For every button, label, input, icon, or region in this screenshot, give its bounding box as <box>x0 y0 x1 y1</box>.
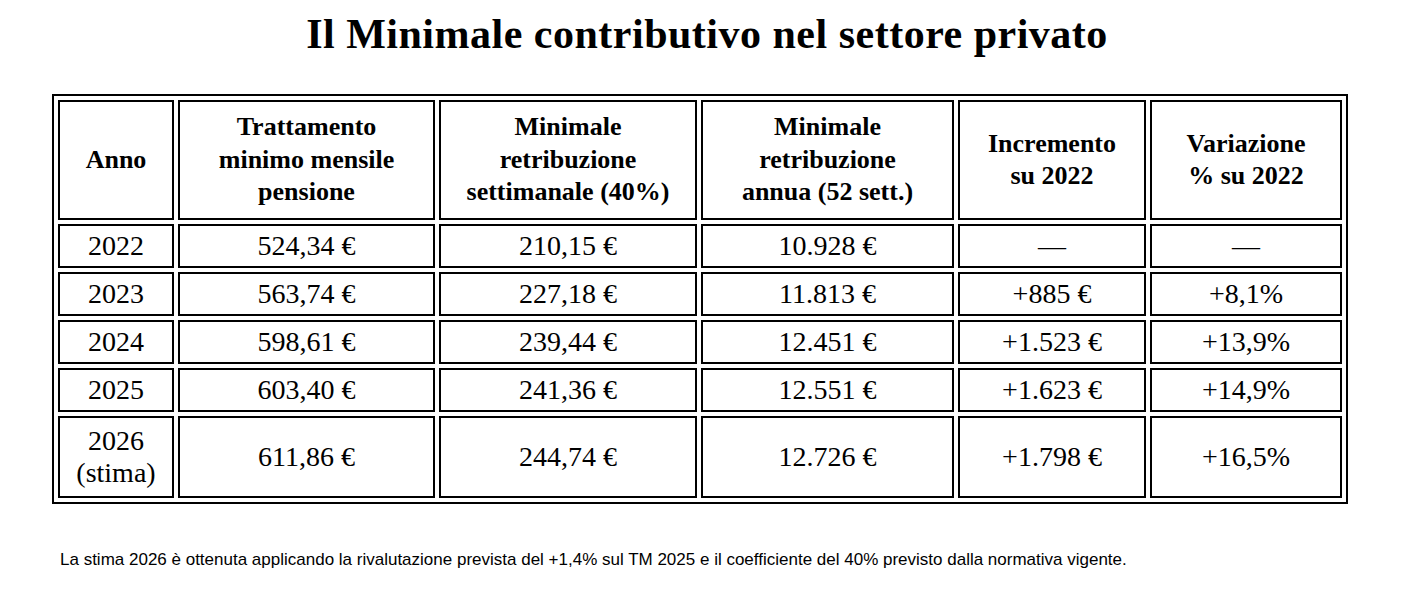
table-row-2026-stima: 2026 (stima) 611,86 € 244,74 € 12.726 € … <box>58 416 1342 498</box>
cell-anno: 2025 <box>58 368 174 412</box>
cell-settimanale: 239,44 € <box>439 320 697 364</box>
col-header-variazione: Variazione % su 2022 <box>1150 100 1342 220</box>
cell-variazione: +8,1% <box>1150 272 1342 316</box>
cell-variazione: +16,5% <box>1150 416 1342 498</box>
cell-trattamento: 603,40 € <box>178 368 435 412</box>
cell-annua: 12.551 € <box>701 368 954 412</box>
cell-incremento: +1.798 € <box>958 416 1146 498</box>
cell-trattamento: 524,34 € <box>178 224 435 268</box>
table-row-2025: 2025 603,40 € 241,36 € 12.551 € +1.623 €… <box>58 368 1342 412</box>
cell-variazione: +13,9% <box>1150 320 1342 364</box>
cell-settimanale: 244,74 € <box>439 416 697 498</box>
table-row-2022: 2022 524,34 € 210,15 € 10.928 € — — <box>58 224 1342 268</box>
cell-incremento: +1.523 € <box>958 320 1146 364</box>
cell-trattamento: 598,61 € <box>178 320 435 364</box>
table-row-2024: 2024 598,61 € 239,44 € 12.451 € +1.523 €… <box>58 320 1342 364</box>
cell-incremento: +1.623 € <box>958 368 1146 412</box>
cell-anno: 2023 <box>58 272 174 316</box>
cell-annua: 11.813 € <box>701 272 954 316</box>
cell-incremento: — <box>958 224 1146 268</box>
cell-anno: 2026 (stima) <box>58 416 174 498</box>
cell-annua: 12.726 € <box>701 416 954 498</box>
col-header-incremento: Incremento su 2022 <box>958 100 1146 220</box>
footnote: La stima 2026 è ottenuta applicando la r… <box>60 546 1315 573</box>
col-header-minimale-settimanale: Minimale retribuzione settimanale (40%) <box>439 100 697 220</box>
table-row-2023: 2023 563,74 € 227,18 € 11.813 € +885 € +… <box>58 272 1342 316</box>
cell-settimanale: 241,36 € <box>439 368 697 412</box>
contribution-table: Anno Trattamento minimo mensile pensione… <box>52 94 1348 504</box>
cell-anno: 2024 <box>58 320 174 364</box>
cell-annua: 12.451 € <box>701 320 954 364</box>
cell-trattamento: 611,86 € <box>178 416 435 498</box>
cell-variazione: +14,9% <box>1150 368 1342 412</box>
cell-annua: 10.928 € <box>701 224 954 268</box>
cell-settimanale: 227,18 € <box>439 272 697 316</box>
cell-anno: 2022 <box>58 224 174 268</box>
col-header-minimale-annua: Minimale retribuzione annua (52 sett.) <box>701 100 954 220</box>
col-header-trattamento-minimo: Trattamento minimo mensile pensione <box>178 100 435 220</box>
col-header-anno: Anno <box>58 100 174 220</box>
cell-settimanale: 210,15 € <box>439 224 697 268</box>
cell-variazione: — <box>1150 224 1342 268</box>
cell-incremento: +885 € <box>958 272 1146 316</box>
header-row: Anno Trattamento minimo mensile pensione… <box>58 100 1342 220</box>
page-title: Il Minimale contributivo nel settore pri… <box>0 0 1414 58</box>
cell-trattamento: 563,74 € <box>178 272 435 316</box>
